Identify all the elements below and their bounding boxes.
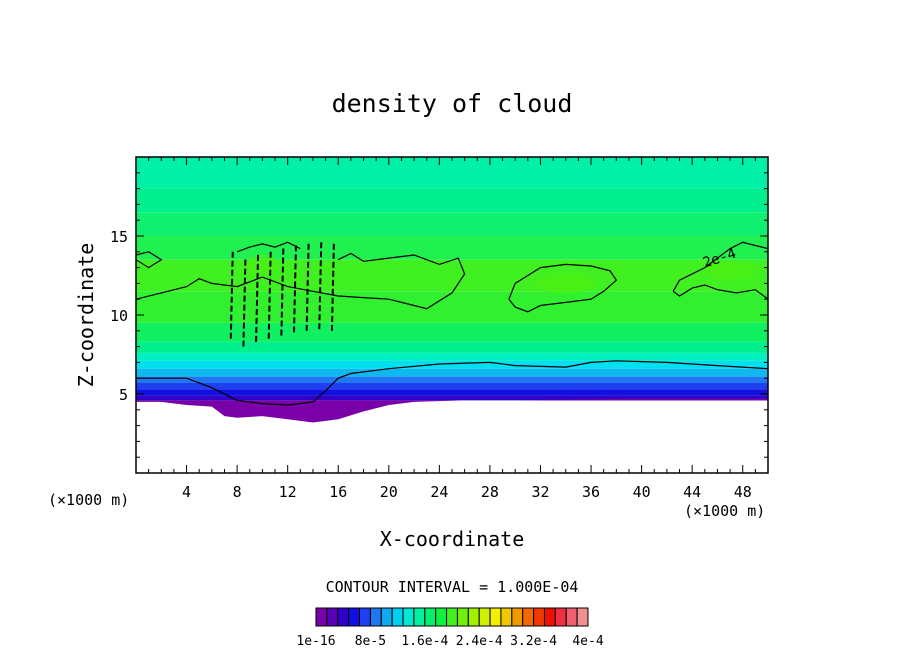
colorbar-swatch [413,607,426,627]
colorbar-swatch [478,607,491,627]
upper-contour [136,252,466,310]
field-band [136,368,768,377]
colorbar-swatch [554,607,567,627]
colorbar-swatch [402,607,415,627]
field-band [136,341,768,353]
x-tick-label: 8 [233,483,242,501]
field-patch [246,254,279,275]
colorbar-swatch [511,607,524,627]
x-tick-label: 24 [430,483,448,501]
x-tick-label: 12 [279,483,297,501]
colorbar-swatch [446,607,458,627]
contour-interval-text: CONTOUR INTERVAL = 1.000E-04 [326,578,579,596]
upper-contour [236,241,301,253]
x-tick-label: 4 [182,483,191,501]
plume-contour [280,247,285,336]
colorbar-swatch [565,607,578,627]
upper-contour [508,263,618,313]
x-tick-label: 20 [380,483,398,501]
field-band [136,291,768,323]
colorbar-swatch [489,607,502,627]
field-band [136,188,768,213]
field-patch [535,273,596,294]
x-tick-label: 16 [329,483,347,501]
field-band [136,382,768,390]
plume-contour [242,258,247,347]
colorbar-swatch [359,607,371,627]
x-tick-label: 48 [734,483,752,501]
field-patch [704,261,757,280]
y-tick-label: 15 [110,228,128,246]
field-band [136,259,768,292]
field-band [136,236,768,260]
chart-title: density of cloud [332,89,573,118]
upper-contour [136,251,163,269]
colorbar-swatch [391,607,404,627]
colorbar-swatch [456,607,469,627]
cloud-top-contour [136,360,768,406]
field-band [136,212,768,236]
plume-contour [305,242,310,331]
x-tick-label: 44 [683,483,701,501]
x-axis-label: X-coordinate [380,527,525,551]
x-tick-label: 36 [582,483,600,501]
colorbar-swatch [380,607,393,627]
colorbar-swatch [369,607,382,627]
colorbar-label: 3.2e-4 [510,634,557,649]
plume-contour [330,242,335,331]
field-band [136,389,768,396]
field-band [136,157,768,189]
contour-lines [136,240,768,406]
colorbar-swatch [467,607,480,627]
plume-contour [267,250,272,339]
colorbar-label: 1e-16 [296,634,335,649]
colorbar-swatch [522,607,535,627]
x-tick-label: 28 [481,483,499,501]
colorbar-label: 8e-5 [355,634,386,649]
colorbar-swatch [576,607,589,627]
colorbar-label: 4e-4 [572,634,603,649]
plume-contour [229,250,234,339]
colorbar: 1e-16 8e-5 1.6e-4 2.4e-4 3.2e-4 4e-4 [296,607,604,649]
y-tick-label: 5 [119,386,128,404]
colorbar-label: 2.4e-4 [456,634,503,649]
colorbar-swatch [315,607,328,627]
x-unit-left: (×1000 m) [48,491,129,509]
plume-contour [255,253,260,342]
field-band [136,376,768,383]
y-tick-label: 10 [110,307,128,325]
x-tick-label: 40 [633,483,651,501]
colorbar-swatch [533,607,545,627]
cloud-density-field [136,157,768,423]
x-unit-right: (×1000 m) [684,502,765,520]
colorbar-label: 1.6e-4 [401,634,448,649]
field-band [136,360,768,369]
field-band [136,398,768,423]
field-band [136,352,768,361]
colorbar-swatch [337,607,350,627]
plume-contour [293,243,297,333]
colorbar-swatch [435,607,448,627]
plume-contour [318,240,323,330]
colorbar-swatch [500,607,513,627]
x-tick-label: 32 [531,483,549,501]
colorbar-swatch [326,607,339,627]
upper-contour [672,241,768,300]
colorbar-swatch [424,607,437,627]
colorbar-swatch [543,607,556,627]
y-axis-label: Z-coordinate [74,243,98,388]
colorbar-swatch [348,607,361,627]
